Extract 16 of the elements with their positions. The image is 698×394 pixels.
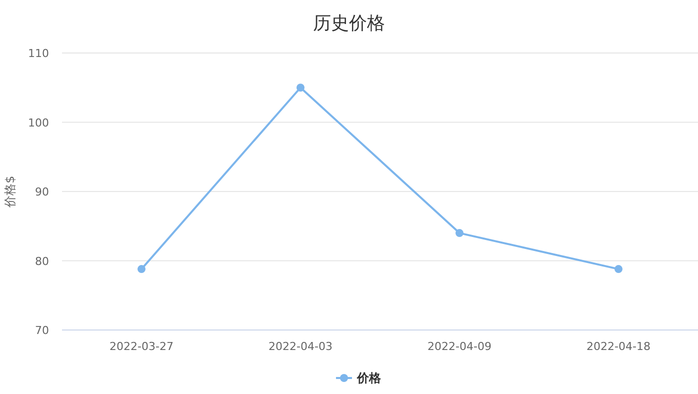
x-tick-label: 2022-04-03 <box>268 340 332 353</box>
y-tick-label: 100 <box>28 116 49 130</box>
point <box>614 265 622 274</box>
point <box>456 229 464 238</box>
x-tick-label: 2022-04-09 <box>428 340 492 353</box>
y-tick-label: 80 <box>35 254 49 268</box>
y-axis-title: 价格$ <box>3 176 17 208</box>
y-tick-label: 70 <box>35 324 49 337</box>
point <box>138 265 146 274</box>
y-tick-label: 90 <box>35 186 49 198</box>
legend-label: 价格 <box>356 371 382 385</box>
point <box>296 84 304 92</box>
chart-title: 历史价格 <box>313 13 385 34</box>
x-tick-label: 2022-03-27 <box>110 340 174 353</box>
y-tick-label: 110 <box>28 47 49 60</box>
x-tick-label: 2022-04-18 <box>586 340 650 353</box>
